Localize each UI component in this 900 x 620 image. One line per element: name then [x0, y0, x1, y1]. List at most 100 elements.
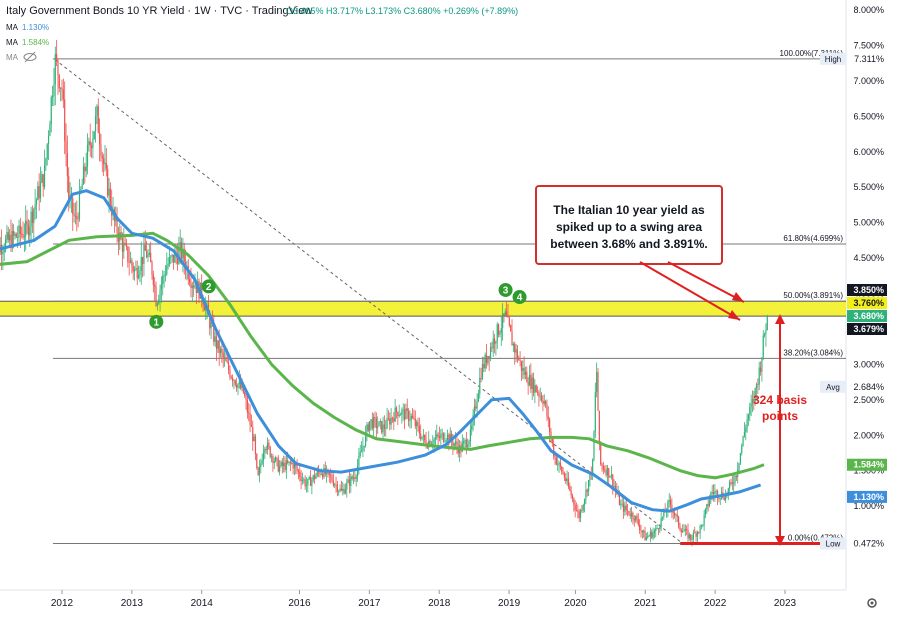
price-axis-labels: High 7.311% 3.850% 3.760% 3.680% 3.679% Avg 2.6…: [820, 52, 887, 550]
candle-body-132: [168, 256, 171, 264]
candle-body-379: [500, 328, 502, 333]
candle-body-258: [338, 490, 340, 492]
candle-body-302: [397, 411, 399, 417]
candle-body-514: [682, 530, 684, 533]
candle-body-380: [502, 313, 504, 329]
candle-body-34: [37, 186, 39, 200]
candle-body-108: [136, 268, 138, 278]
candle-body-38: [42, 174, 44, 187]
y-tick-10: 3.000%: [853, 359, 884, 369]
candle-body-37: [41, 174, 43, 183]
candle-body-41: [46, 144, 48, 159]
candle-body-255: [334, 484, 336, 486]
candle-body-406: [536, 392, 539, 393]
price-badge-3: 3.760%: [853, 298, 884, 308]
candle-body-27: [27, 224, 30, 236]
candle-body-509: [675, 514, 677, 516]
candle-body-449: [594, 392, 596, 432]
price-badge-bg-9: [847, 490, 887, 503]
eye-hidden-icon[interactable]: [23, 51, 37, 63]
chart-title: Italy Government Bonds 10 YR Yield · 1W …: [6, 5, 312, 17]
candle-body-475: [629, 514, 631, 517]
candle-body-521: [691, 539, 693, 540]
candle-body-25: [25, 220, 27, 237]
candle-body-118: [150, 252, 152, 263]
candle-body-526: [698, 532, 700, 534]
candle-body-233: [304, 479, 306, 487]
candle-body-430: [569, 486, 571, 491]
candle-body-360: [475, 406, 477, 409]
candle-body-254: [332, 480, 334, 486]
candle-body-435: [575, 509, 578, 511]
candle-body-204: [265, 448, 267, 450]
candle-body-293: [385, 428, 387, 429]
candle-body-541: [718, 498, 720, 499]
candle-body-346: [456, 441, 458, 447]
candle-body-42: [47, 136, 50, 145]
candle-body-109: [137, 275, 140, 278]
candle-body-470: [622, 503, 625, 512]
candle-body-400: [528, 374, 531, 386]
candle-body-419: [554, 456, 556, 458]
candle-body-441: [583, 499, 586, 505]
candle-body-359: [473, 406, 476, 415]
candle-body-506: [671, 504, 673, 512]
candle-body-175: [226, 360, 228, 363]
candle-body-19: [17, 237, 19, 239]
candle-body-375: [495, 341, 497, 344]
candle-body-491: [651, 531, 653, 538]
price-badge-5: 3.679%: [853, 324, 884, 334]
candle-body-122: [155, 286, 157, 306]
candle-body-98: [123, 242, 125, 252]
candle-body-500: [663, 509, 665, 517]
candle-body-484: [641, 530, 643, 533]
candle-body-279: [366, 424, 368, 433]
candle-body-151: [194, 286, 196, 288]
candle-body-128: [163, 274, 165, 276]
candle-body-241: [315, 475, 317, 479]
candle-body-277: [363, 445, 365, 447]
callout-line-2: spiked up to a swing area: [556, 220, 702, 234]
candle-body-423: [559, 462, 561, 467]
candle-body-306: [402, 409, 404, 411]
candle-body-432: [571, 495, 574, 499]
candle-body-563: [747, 414, 750, 420]
candle-body-171: [221, 348, 223, 353]
candle-body-304: [399, 414, 402, 416]
candle-body-478: [633, 518, 635, 521]
candle-body-445: [589, 472, 591, 481]
candle-body-440: [582, 504, 584, 511]
candle-body-135: [172, 254, 175, 263]
candle-body-562: [746, 419, 748, 428]
candle-body-385: [508, 317, 510, 326]
candle-body-443: [586, 489, 588, 492]
candle-body-469: [621, 503, 623, 505]
callout-arrowhead-bottom: [728, 310, 740, 320]
y-tick-4: 6.000%: [853, 147, 884, 157]
candle-body-493: [653, 531, 656, 533]
candle-body-163: [210, 322, 212, 329]
price-badge-bg-8: [847, 458, 887, 471]
candle-body-338: [445, 440, 447, 442]
candle-body-431: [570, 490, 572, 496]
candle-body-107: [135, 268, 137, 270]
candle-body-320: [421, 436, 423, 439]
x-tick-4: 2017: [358, 598, 381, 609]
ma2-value: 1.584%: [22, 38, 49, 47]
candle-body-86: [107, 168, 109, 196]
y-tick-5: 5.500%: [853, 182, 884, 192]
candle-body-15: [11, 230, 13, 249]
candle-body-565: [750, 403, 752, 407]
candle-body-33: [35, 199, 38, 205]
candle-body-57: [68, 176, 70, 199]
candle-body-169: [218, 340, 220, 354]
candle-body-68: [82, 166, 85, 185]
settings-gear-icon[interactable]: [867, 598, 877, 608]
candle-body-399: [527, 382, 529, 386]
price-tag-bg-0: [820, 52, 846, 65]
candle-body-12: [7, 232, 9, 241]
x-tick-8: 2021: [634, 598, 657, 609]
candle-body-21: [19, 225, 21, 234]
candle-body-367: [484, 354, 486, 369]
